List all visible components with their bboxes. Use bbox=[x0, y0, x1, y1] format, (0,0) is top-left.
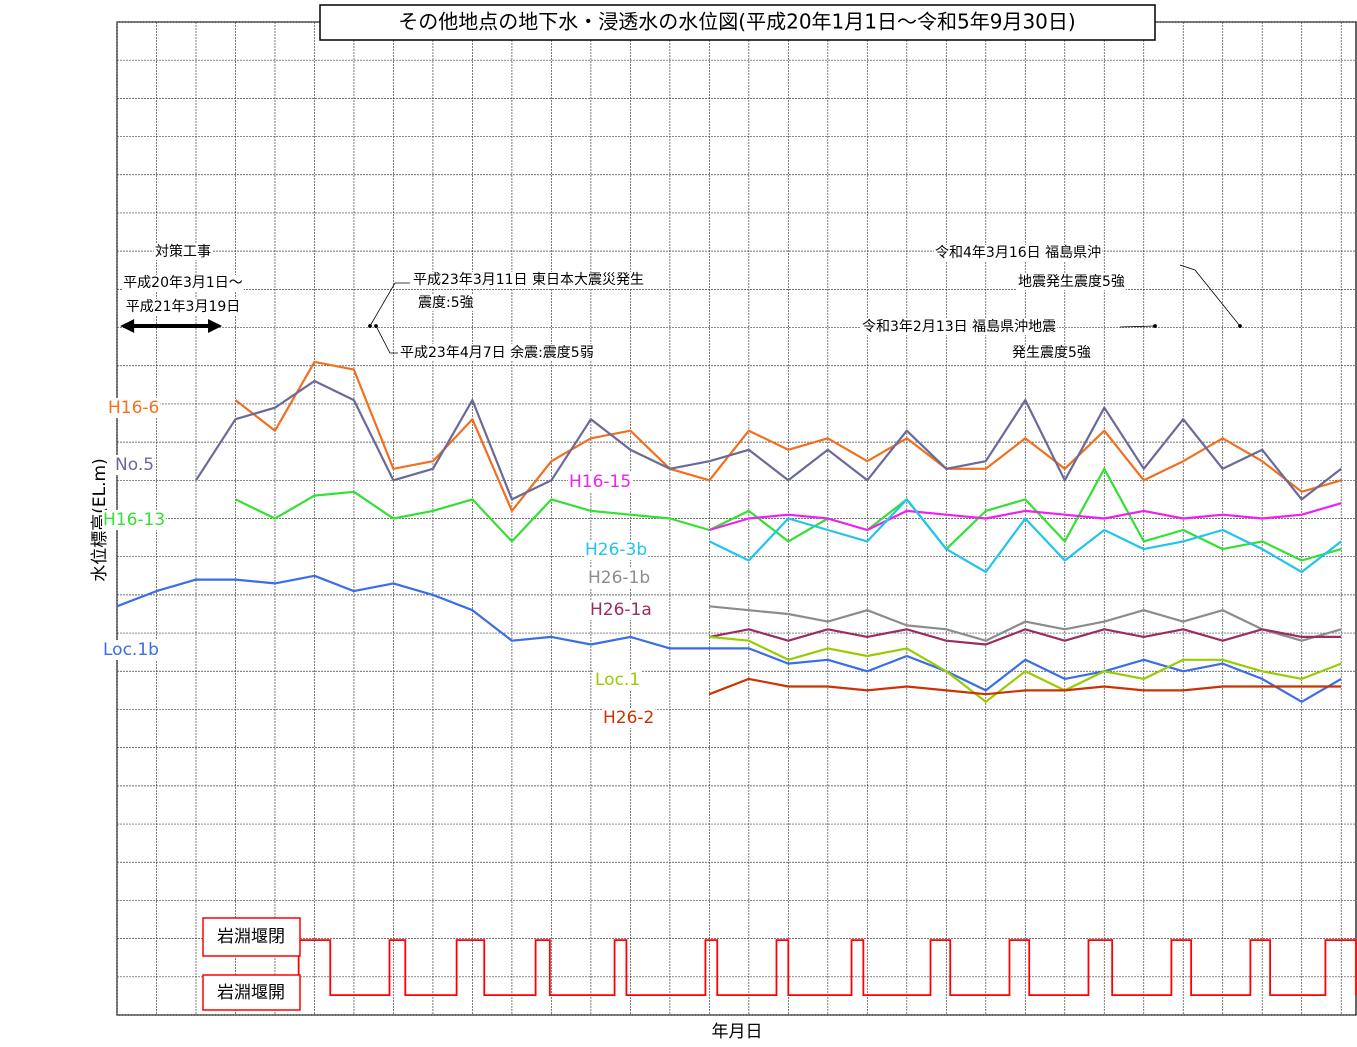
leader bbox=[1179, 264, 1241, 327]
title-box bbox=[319, 4, 1156, 41]
annotation-bg bbox=[417, 295, 475, 311]
annotation: 発生震度5強 bbox=[1012, 345, 1091, 361]
series-label: No.5 bbox=[115, 455, 154, 475]
gate-closed-label: 岩淵堰閉 bbox=[217, 927, 285, 947]
series-label: H16-6 bbox=[108, 398, 159, 418]
event-dot bbox=[374, 324, 378, 328]
annotation-bg bbox=[399, 344, 595, 361]
series-label: H16-15 bbox=[569, 472, 631, 492]
gate-label-box bbox=[202, 974, 301, 1011]
annotation-bg bbox=[122, 275, 244, 291]
series-label-bg bbox=[568, 472, 633, 492]
annotation-bg bbox=[1011, 345, 1092, 361]
series-label: H26-1a bbox=[590, 600, 652, 620]
series-line bbox=[195, 379, 1342, 501]
series-line bbox=[234, 360, 1342, 512]
series-label-bg bbox=[584, 540, 649, 560]
series-label-bg bbox=[589, 600, 653, 620]
annotation-bg bbox=[934, 245, 1103, 261]
annotation-bg bbox=[154, 243, 212, 260]
chart-title: その他地点の地下水・浸透水の水位図(平成20年1月1日～令和5年9月30日) bbox=[398, 10, 1075, 34]
annotation: 震度:5強 bbox=[418, 295, 474, 311]
series-label: H16-13 bbox=[103, 510, 165, 530]
annotation-bg bbox=[861, 319, 1058, 335]
series-label: Loc.1 bbox=[595, 670, 640, 690]
leader-lines bbox=[368, 264, 1242, 354]
x-axis-label: 年月日 bbox=[712, 1022, 763, 1042]
series-line bbox=[709, 605, 1342, 642]
leader bbox=[375, 325, 398, 354]
annotation: 平成20年3月1日～ bbox=[123, 275, 243, 291]
series-label-bg bbox=[102, 510, 167, 530]
event-dot bbox=[1153, 324, 1157, 328]
series-label-bg bbox=[114, 455, 156, 475]
arrow-head bbox=[208, 319, 223, 333]
annotation: 令和4年3月16日 福島県沖 bbox=[935, 245, 1101, 261]
series-label-bg bbox=[587, 568, 652, 588]
gate-step-line bbox=[297, 939, 1357, 997]
series-line bbox=[708, 498, 1342, 574]
series-label: H26-3b bbox=[585, 540, 647, 560]
annotation: 対策工事 bbox=[155, 243, 211, 260]
event-dot bbox=[1238, 324, 1242, 328]
series-line bbox=[709, 635, 1342, 703]
annotation-bg bbox=[412, 272, 645, 288]
series-label: H26-2 bbox=[603, 708, 654, 728]
series-line bbox=[709, 628, 1342, 646]
event-dot bbox=[368, 324, 372, 328]
annotation: 平成23年4月7日 余震:震度5弱 bbox=[400, 344, 594, 361]
annotation-bg bbox=[1017, 274, 1126, 290]
annotation: 平成23年3月11日 東日本大震災発生 bbox=[413, 272, 644, 288]
annotation: 地震発生震度5強 bbox=[1018, 274, 1125, 290]
leader bbox=[1119, 325, 1156, 328]
series-line bbox=[116, 574, 1342, 703]
series-label-bg bbox=[107, 398, 161, 418]
series-line bbox=[709, 677, 1342, 696]
series-label: H26-1b bbox=[588, 568, 650, 588]
y-axis-label: 水位標高(EL.m) bbox=[90, 458, 110, 581]
series-label-bg bbox=[102, 640, 160, 660]
series-label: Loc.1b bbox=[103, 640, 159, 660]
series-label-bg bbox=[602, 708, 656, 728]
grid bbox=[116, 21, 1356, 1016]
series-label-bg bbox=[594, 670, 642, 690]
series-line bbox=[235, 467, 1342, 562]
arrow-head bbox=[120, 319, 135, 333]
gate-label-box bbox=[202, 917, 301, 957]
gate-open-label: 岩淵堰開 bbox=[217, 983, 285, 1003]
annotation-bg bbox=[124, 299, 242, 315]
series-line bbox=[709, 502, 1342, 532]
annotation: 令和3年2月13日 福島県沖地震 bbox=[862, 319, 1056, 335]
series-lines bbox=[116, 360, 1357, 997]
leader bbox=[369, 282, 410, 327]
annotation: 平成21年3月19日 bbox=[126, 299, 241, 315]
